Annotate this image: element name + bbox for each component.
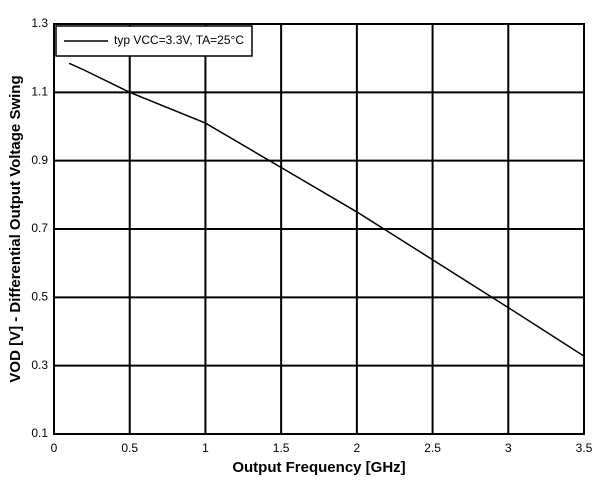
y-tick-label: 0.5	[31, 290, 48, 304]
x-tick-label: 0.5	[121, 441, 138, 455]
x-tick-label: 1.5	[273, 441, 290, 455]
y-tick-label: 0.1	[31, 426, 48, 440]
x-tick-label: 3	[505, 441, 512, 455]
y-tick-label: 1.3	[31, 16, 48, 30]
y-tick-label: 1.1	[31, 85, 48, 99]
x-tick-label: 1	[202, 441, 209, 455]
plot-frame	[53, 23, 585, 435]
legend-label: typ VCC=3.3V, TA=25°C	[114, 33, 244, 47]
x-tick-label: 3.5	[576, 441, 593, 455]
y-tick-label: 0.9	[31, 153, 48, 167]
x-tick-label: 2	[354, 441, 361, 455]
y-axis-label: VOD [V] - Differential Output Voltage Sw…	[7, 75, 24, 382]
y-tick-label: 0.7	[31, 221, 48, 235]
x-tick-label: 0	[51, 441, 58, 455]
x-tick-label: 2.5	[424, 441, 441, 455]
line	[68, 62, 585, 357]
y-tick-label: 0.3	[31, 358, 48, 372]
x-axis-label: Output Frequency [GHz]	[232, 459, 405, 476]
